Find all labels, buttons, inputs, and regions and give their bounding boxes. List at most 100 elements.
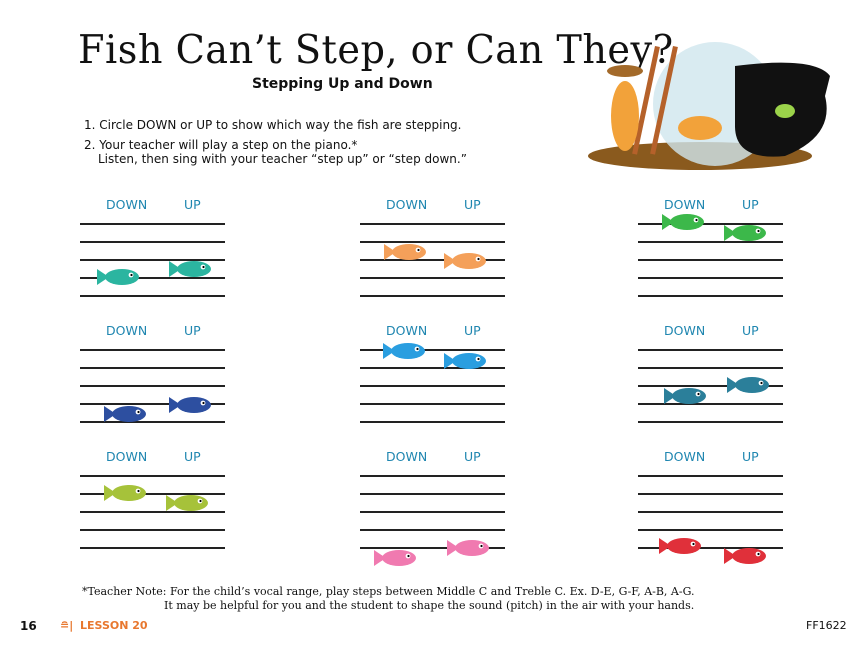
staff-line bbox=[360, 511, 505, 513]
staff-line bbox=[80, 295, 225, 297]
staff-line bbox=[80, 529, 225, 531]
down-option[interactable]: DOWN bbox=[106, 323, 148, 338]
staff-line bbox=[638, 547, 783, 549]
staff-line bbox=[360, 367, 505, 369]
up-option[interactable]: UP bbox=[742, 449, 759, 464]
staff-line bbox=[638, 259, 783, 261]
staff-line bbox=[360, 529, 505, 531]
staff-5: DOWN UP bbox=[360, 323, 505, 433]
product-code: FF1622 bbox=[806, 619, 847, 632]
staff-line bbox=[80, 475, 225, 477]
fish-icon bbox=[166, 495, 208, 511]
staff-line bbox=[360, 493, 505, 495]
staff-2: DOWN UP bbox=[360, 197, 505, 307]
down-option[interactable]: DOWN bbox=[106, 449, 148, 464]
fish-icon bbox=[662, 214, 704, 230]
up-option[interactable]: UP bbox=[184, 449, 201, 464]
fish-icon bbox=[104, 485, 146, 501]
staff-line bbox=[80, 367, 225, 369]
up-option[interactable]: UP bbox=[742, 323, 759, 338]
down-option[interactable]: DOWN bbox=[664, 449, 706, 464]
staff-4: DOWN UP bbox=[80, 323, 225, 433]
up-option[interactable]: UP bbox=[464, 449, 481, 464]
down-option[interactable]: DOWN bbox=[664, 197, 706, 212]
staff-line bbox=[80, 259, 225, 261]
staff-1: DOWN UP bbox=[80, 197, 225, 307]
fish-icon bbox=[169, 261, 211, 277]
staff-line bbox=[80, 547, 225, 549]
staff-line bbox=[638, 421, 783, 423]
fish-icon bbox=[727, 377, 769, 393]
staff-line bbox=[80, 511, 225, 513]
down-option[interactable]: DOWN bbox=[386, 197, 428, 212]
staff-line bbox=[638, 295, 783, 297]
staff-9: DOWN UP bbox=[638, 449, 783, 564]
staff-line bbox=[80, 421, 225, 423]
page-number: 16 bbox=[20, 619, 37, 633]
staff-line bbox=[360, 403, 505, 405]
staff-line bbox=[80, 403, 225, 405]
teacher-note-cont: It may be helpful for you and the studen… bbox=[164, 599, 695, 612]
up-option[interactable]: UP bbox=[742, 197, 759, 212]
up-option[interactable]: UP bbox=[464, 197, 481, 212]
down-option[interactable]: DOWN bbox=[106, 197, 148, 212]
staff-line bbox=[638, 403, 783, 405]
fish-icon bbox=[724, 548, 766, 564]
staff-line bbox=[360, 385, 505, 387]
staff-line bbox=[638, 385, 783, 387]
staff-line bbox=[638, 223, 783, 225]
staff-line bbox=[80, 223, 225, 225]
down-option[interactable]: DOWN bbox=[386, 449, 428, 464]
staff-line bbox=[360, 349, 505, 351]
fish-icon bbox=[447, 540, 489, 556]
staff-line bbox=[638, 367, 783, 369]
staff-line bbox=[638, 277, 783, 279]
fish-icon bbox=[444, 253, 486, 269]
fish-icon bbox=[384, 244, 426, 260]
page-title: Fish Can’t Step, or Can They? bbox=[78, 28, 674, 73]
staff-7: DOWN UP bbox=[80, 449, 225, 559]
staff-line bbox=[80, 349, 225, 351]
staff-line bbox=[638, 241, 783, 243]
down-option[interactable]: DOWN bbox=[664, 323, 706, 338]
staff-line bbox=[360, 475, 505, 477]
instruction-2-cont: Listen, then sing with your teacher “ste… bbox=[98, 152, 467, 166]
teacher-note: *Teacher Note: For the child’s vocal ran… bbox=[82, 585, 695, 598]
staff-line bbox=[360, 259, 505, 261]
staff-6: DOWN UP bbox=[638, 323, 783, 433]
staff-line bbox=[80, 241, 225, 243]
fish-icon bbox=[724, 225, 766, 241]
up-option[interactable]: UP bbox=[464, 323, 481, 338]
staff-line bbox=[360, 223, 505, 225]
staff-line bbox=[360, 295, 505, 297]
fish-icon bbox=[659, 538, 701, 554]
staff-line bbox=[360, 277, 505, 279]
instruction-2: 2. Your teacher will play a step on the … bbox=[84, 138, 358, 152]
staff-line bbox=[638, 475, 783, 477]
staff-3: DOWN UP bbox=[638, 197, 783, 307]
staff-8: DOWN UP bbox=[360, 449, 505, 566]
fish-icon bbox=[383, 343, 425, 359]
up-option[interactable]: UP bbox=[184, 323, 201, 338]
down-option[interactable]: DOWN bbox=[386, 323, 428, 338]
staff-line bbox=[638, 349, 783, 351]
staff-line bbox=[360, 547, 505, 549]
fishbowl-cat-illustration bbox=[588, 42, 830, 170]
fish-icon bbox=[97, 269, 139, 285]
staff-line bbox=[638, 511, 783, 513]
staff-line bbox=[638, 493, 783, 495]
fish-icon bbox=[664, 388, 706, 404]
staff-line bbox=[80, 385, 225, 387]
fish-icon bbox=[374, 550, 416, 566]
staff-line bbox=[360, 421, 505, 423]
fish-icon bbox=[169, 397, 211, 413]
instruction-1: 1. Circle DOWN or UP to show which way t… bbox=[84, 118, 462, 132]
staff-line bbox=[638, 529, 783, 531]
lesson-label: LESSON 20 bbox=[80, 619, 148, 632]
piano-logo-icon: ≘| bbox=[60, 619, 74, 632]
up-option[interactable]: UP bbox=[184, 197, 201, 212]
staff-line bbox=[80, 277, 225, 279]
page-subtitle: Stepping Up and Down bbox=[252, 76, 433, 92]
staff-line bbox=[80, 493, 225, 495]
